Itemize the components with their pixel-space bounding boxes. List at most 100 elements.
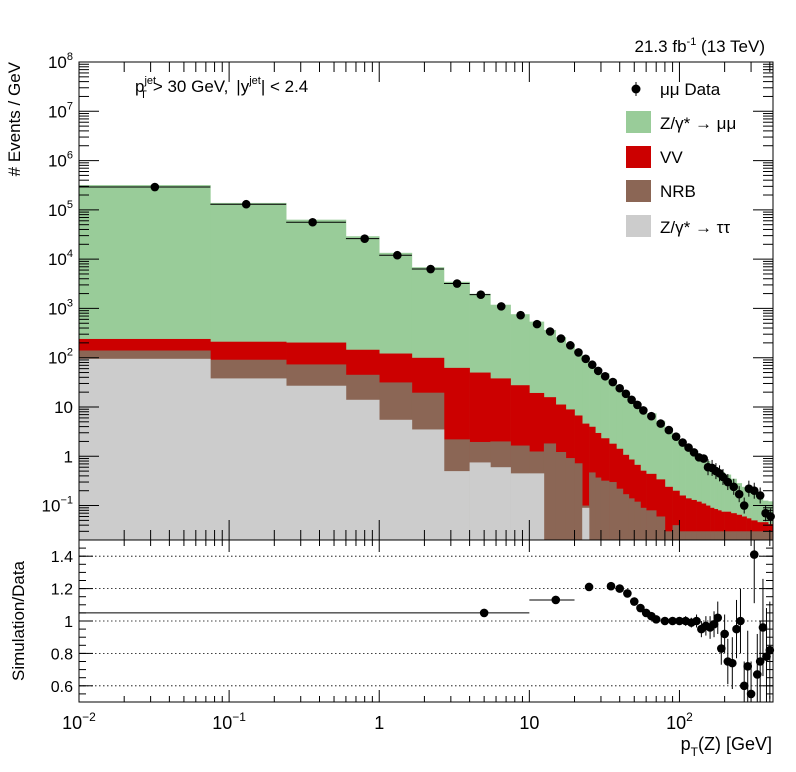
bar-nrb — [710, 531, 715, 540]
y-axis-title-top: # Events / GeV — [5, 61, 24, 176]
legend-swatch-ztt — [626, 215, 651, 237]
data-point — [556, 334, 566, 343]
data-point — [452, 279, 462, 288]
ratio-point — [636, 603, 645, 613]
ratio-y-tick-label: 1.4 — [51, 549, 73, 566]
ratio-point — [720, 629, 729, 639]
data-point — [723, 477, 733, 487]
bar-vv — [691, 499, 697, 540]
ratio-point — [743, 662, 753, 671]
data-point — [615, 383, 625, 393]
data-point — [426, 264, 435, 274]
bar-ztt — [582, 507, 590, 540]
y-tick-label: 108 — [48, 51, 73, 72]
ratio-point — [746, 689, 756, 699]
bar-nrb — [746, 531, 752, 540]
bar-vv — [746, 518, 752, 540]
x-tick-label: 10 — [519, 713, 539, 733]
bar-vv — [656, 479, 666, 540]
ratio-point — [762, 652, 771, 661]
bar-nrb — [762, 531, 769, 540]
bar-vv — [701, 503, 707, 540]
legend-entry-nrb: NRB — [626, 180, 696, 202]
bar-nrb — [705, 531, 711, 540]
bar-nrb — [616, 488, 624, 540]
y-tick-label: 105 — [48, 199, 73, 220]
bar-zmm — [691, 450, 697, 540]
data-point — [755, 491, 765, 500]
bar-zmm — [664, 428, 673, 540]
ratio-point — [709, 619, 719, 629]
main-plot-panel: 10−1 1 10 102 103 104 105 106 107 108 — [42, 51, 775, 541]
bar-zmm — [714, 467, 719, 540]
bar-ztt — [345, 399, 380, 540]
ratio-point — [739, 681, 749, 691]
legend-swatch-vv — [626, 146, 651, 168]
ratio-y-tick-label: 0.8 — [51, 646, 73, 663]
ratio-point — [692, 616, 701, 626]
bar-ztt — [490, 467, 511, 540]
legend-entry-data: μμ Data — [631, 80, 721, 99]
ratio-point — [728, 658, 737, 668]
legend-swatch-nrb — [626, 180, 651, 202]
bar-nrb — [736, 531, 743, 540]
y-tick-label: 102 — [48, 347, 73, 368]
x-tick-label: 1 — [374, 713, 384, 733]
data-point — [581, 354, 591, 364]
bar-vv — [710, 507, 715, 540]
data-point — [574, 348, 583, 357]
data-point — [566, 341, 575, 350]
ratio-point — [765, 645, 775, 655]
data-point — [749, 486, 759, 496]
bar-nrb — [565, 458, 575, 540]
bar-nrb — [696, 531, 702, 540]
bar-zmm — [679, 440, 686, 540]
bar-vv — [582, 423, 590, 540]
legend-label-zmm: Z/γ* → μμ — [660, 114, 736, 133]
bar-ztt — [286, 385, 347, 540]
bar-nrb — [628, 498, 635, 540]
data-point — [739, 501, 749, 510]
bar-zmm — [710, 464, 715, 540]
y-tick-label: 1 — [64, 447, 73, 466]
bar-nrb — [751, 531, 758, 540]
bar-ztt — [79, 358, 211, 540]
bar-vv — [730, 513, 737, 540]
bar-zmm — [705, 461, 711, 540]
bar-vv — [672, 490, 680, 540]
data-point — [516, 310, 525, 320]
bar-vv — [757, 522, 764, 540]
data-point — [241, 199, 251, 209]
bar-vv — [664, 486, 673, 540]
x-tick-label: 102 — [666, 710, 693, 733]
bar-nrb — [685, 531, 692, 540]
legend-label-nrb: NRB — [660, 182, 696, 201]
jet-cut-label: pjet T > 30 GeV, |yjet| < 2.4 — [135, 75, 308, 101]
data-point — [633, 400, 642, 410]
x-tick-label: 10−2 — [62, 710, 96, 733]
bar-nrb — [721, 531, 725, 540]
ratio-point — [615, 584, 625, 593]
bar-vv — [685, 498, 692, 540]
legend-label-vv: VV — [660, 148, 683, 167]
legend-marker-data — [631, 84, 641, 94]
ratio-point — [749, 550, 759, 559]
ratio-point — [675, 616, 684, 626]
bar-vv — [741, 516, 747, 540]
bar-zmm — [721, 472, 725, 540]
bar-zmm — [696, 454, 702, 540]
bar-nrb — [679, 531, 686, 540]
bar-nrb — [714, 531, 719, 540]
legend-entry-zmm: Z/γ* → μμ — [626, 111, 736, 133]
ratio-plot-panel: 0.6 0.8 1 1.2 1.4 10−2 10−1 1 10 102 — [51, 539, 775, 733]
bar-nrb — [609, 482, 617, 540]
bar-ztt — [411, 429, 445, 540]
bar-nrb — [543, 443, 557, 540]
bar-nrb — [701, 531, 707, 540]
ratio-point — [755, 657, 765, 666]
data-point — [627, 395, 636, 405]
ratio-point — [479, 608, 489, 618]
data-point — [729, 482, 739, 492]
data-point — [545, 327, 555, 336]
data-point — [150, 182, 160, 192]
